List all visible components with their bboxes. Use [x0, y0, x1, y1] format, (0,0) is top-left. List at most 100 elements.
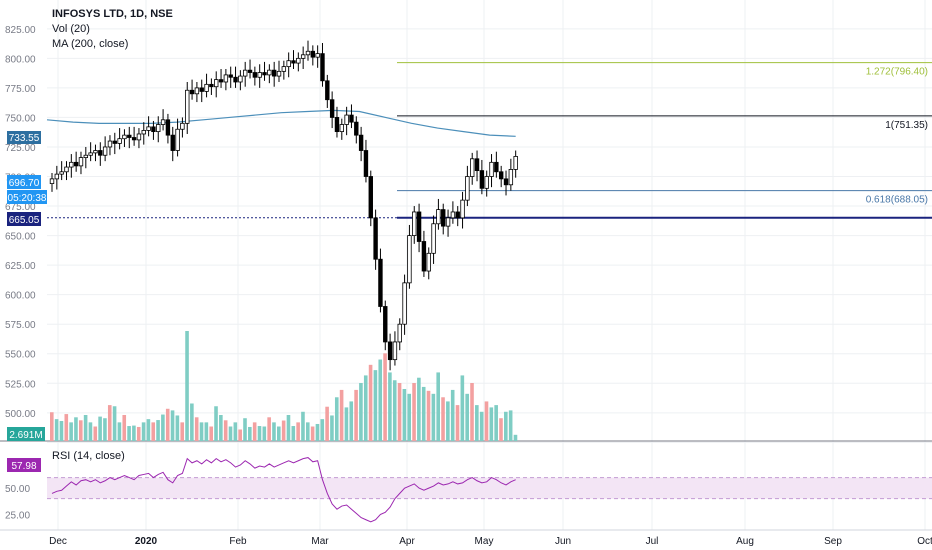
time-tick-label: Mar	[311, 536, 329, 547]
volume-bar	[513, 434, 518, 441]
volume-bar	[136, 426, 141, 441]
candle-body	[242, 69, 248, 77]
volume-bar	[339, 389, 344, 441]
price-tick-label: 550.00	[5, 350, 36, 361]
volume-bar	[93, 426, 98, 441]
price-tick-label: 625.00	[5, 261, 36, 272]
candle-body	[136, 133, 142, 141]
candle-body	[122, 134, 127, 140]
candle-body	[387, 341, 393, 361]
time-tick-label: Aug	[736, 536, 754, 547]
candle-body	[358, 134, 364, 151]
candle-body	[54, 173, 60, 180]
candle-body	[474, 158, 480, 172]
candle-body	[334, 117, 340, 133]
volume-bar	[368, 364, 373, 441]
candle-body	[170, 134, 175, 151]
countdown-text: 05:20:38	[8, 193, 47, 204]
candle-body	[267, 69, 272, 76]
volume-bar	[83, 414, 88, 441]
rsi-band	[47, 477, 932, 499]
volume-bar	[175, 415, 180, 441]
candle-body	[479, 170, 485, 189]
volume-bar	[484, 401, 489, 441]
volume-bar	[436, 372, 440, 441]
volume-bar	[267, 417, 271, 441]
candle-body	[127, 134, 132, 138]
ma-line	[46, 109, 516, 137]
candle-body	[349, 114, 354, 123]
axis-badges: 733.55 696.70 05:20:38 665.05 2.691M 57.…	[7, 131, 47, 472]
candle-body	[300, 54, 306, 59]
price-tick-label: 650.00	[5, 232, 36, 243]
candle-body	[64, 166, 69, 173]
volume-bar	[455, 405, 460, 441]
price-tick-label: 575.00	[5, 320, 36, 331]
volume-bar	[315, 423, 320, 441]
volume-text: 2.691M	[9, 430, 42, 441]
candle-body	[73, 161, 79, 167]
volume-bar	[426, 390, 431, 441]
legend-rsi-label[interactable]: RSI (14, close)	[52, 450, 125, 462]
volume-bar	[107, 405, 112, 441]
time-axis: Dec 2020 Feb Mar Apr May Jun Jul Aug Sep Oct	[49, 536, 932, 547]
candle-body	[416, 211, 422, 242]
ma-value-badge: 733.55	[7, 131, 41, 144]
candle-body	[378, 258, 383, 307]
candle-body	[445, 217, 451, 227]
volume-bar	[397, 383, 402, 441]
candle-body	[291, 60, 296, 64]
time-tick-label: May	[475, 536, 494, 547]
volume-bar	[223, 420, 228, 441]
volume-bar	[320, 419, 325, 441]
candle-body	[296, 57, 301, 64]
volume-bar	[281, 420, 286, 441]
candle-body	[204, 83, 209, 92]
candle-body	[228, 74, 233, 78]
level-price-badge: 665.05	[7, 212, 41, 226]
volume-bar	[479, 411, 484, 441]
volume-bar	[363, 375, 368, 441]
candle-body	[117, 138, 122, 144]
fibonacci-levels[interactable]	[47, 62, 932, 219]
volume-bar	[141, 422, 146, 441]
candle-body	[329, 99, 335, 118]
time-tick-label: Sep	[824, 536, 842, 547]
candle-body	[392, 341, 398, 361]
volume-bar	[170, 410, 175, 441]
candle-body	[508, 169, 514, 186]
candle-body	[185, 89, 190, 124]
candle-body	[102, 146, 108, 156]
last-price-badge: 696.70	[7, 175, 41, 189]
volume-bar	[151, 422, 156, 441]
volume-bar	[69, 422, 73, 441]
candle-body	[218, 79, 224, 83]
volume-bar	[407, 393, 412, 441]
volume-bar	[421, 386, 426, 441]
volume-bar	[450, 389, 455, 441]
candle-body	[320, 53, 325, 82]
legend-title[interactable]: INFOSYS LTD, 1D, NSE	[52, 8, 173, 20]
volume-bar	[460, 375, 465, 441]
candle-body	[305, 50, 311, 56]
volume-bar	[219, 414, 223, 441]
candle-body	[209, 83, 214, 88]
price-tick-label: 725.00	[5, 143, 36, 154]
volume-bar	[504, 411, 508, 441]
legend-volume[interactable]: Vol (20)	[52, 23, 90, 35]
rsi-line	[51, 457, 516, 523]
candle-body	[262, 72, 267, 76]
volume-bar	[233, 422, 238, 441]
candle-body	[194, 87, 200, 95]
candle-body	[465, 176, 470, 201]
candle-body	[214, 79, 219, 88]
candle-body	[470, 158, 475, 177]
legend-ma[interactable]: MA (200, close)	[52, 38, 129, 50]
volume-bar	[305, 422, 310, 441]
candle-body	[189, 89, 195, 95]
rsi-pane	[47, 457, 932, 523]
time-tick-label: 2020	[135, 536, 158, 547]
volume-bar	[59, 420, 64, 441]
